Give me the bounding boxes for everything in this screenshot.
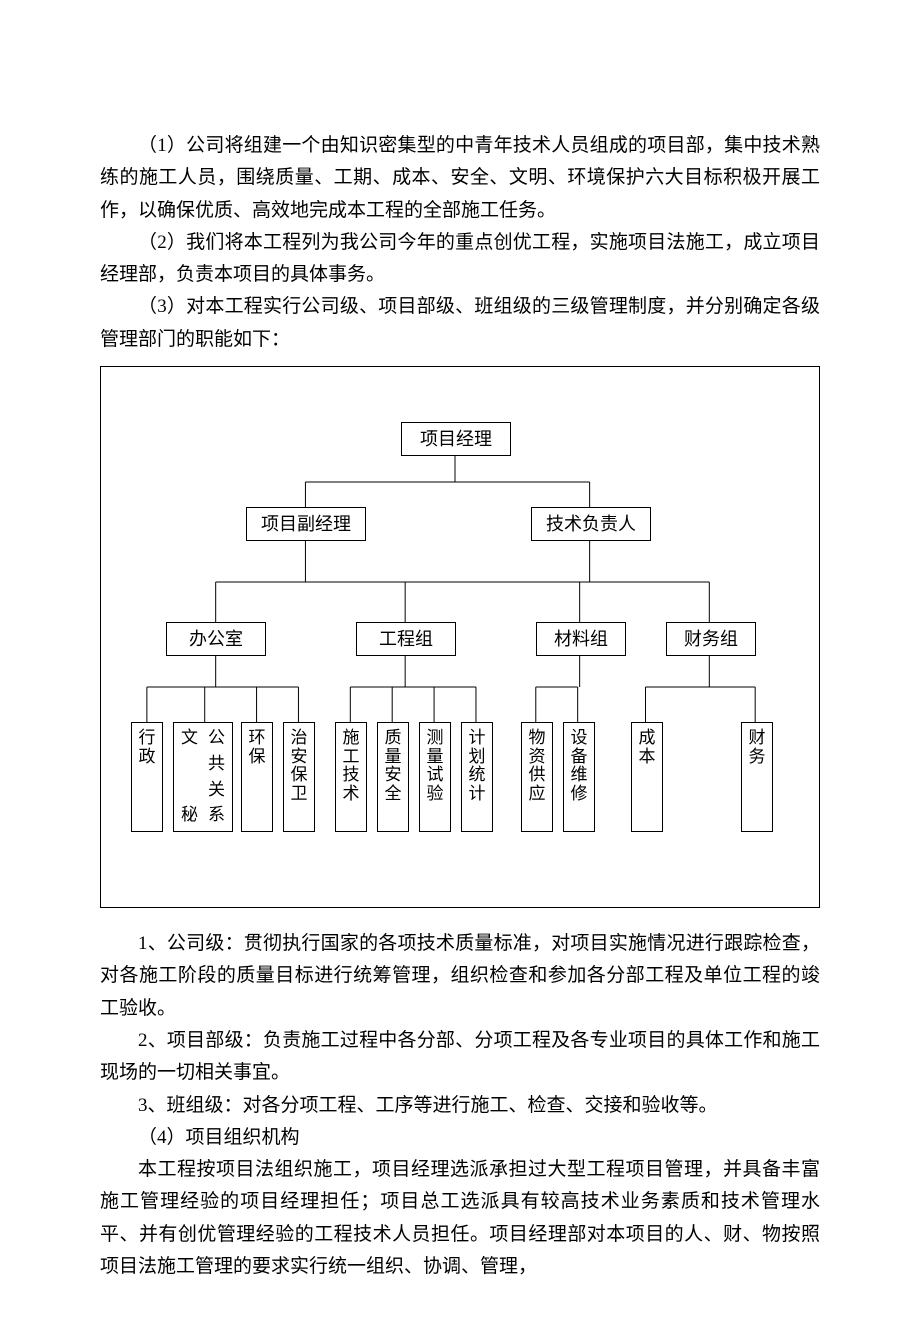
node-label: 材料组 — [554, 624, 608, 655]
paragraph-5: 2、项目部级：负责施工过程中各分部、分项工程及各专业项目的具体工作和施工现场的一… — [100, 1025, 820, 1090]
leaf-construction-tech: 施工技术 — [335, 722, 367, 832]
node-label: 项目副经理 — [261, 509, 351, 540]
node-label: 财务组 — [684, 624, 738, 655]
leaf-security: 治安保卫 — [283, 722, 315, 832]
node-label: 工程组 — [379, 624, 433, 655]
paragraph-3: （3）对本工程实行公司级、项目部级、班组级的三级管理制度，并分别确定各级管理部门… — [100, 291, 820, 356]
leaf-plan-stats: 计划统计 — [461, 722, 493, 832]
leaf-admin: 行政 — [131, 722, 163, 832]
node-group-finance: 财务组 — [666, 622, 756, 656]
node-tech: 技术负责人 — [531, 507, 651, 541]
paragraph-6: 3、班组级：对各分项工程、工序等进行施工、检查、交接和验收等。 — [100, 1090, 820, 1122]
leaf-finance: 财务 — [741, 722, 773, 832]
document-page: （1）公司将组建一个由知识密集型的中青年技术人员组成的项目部，集中技术熟练的施工… — [0, 0, 920, 1323]
node-group-materials: 材料组 — [536, 622, 626, 656]
node-root: 项目经理 — [401, 422, 511, 456]
paragraph-1: （1）公司将组建一个由知识密集型的中青年技术人员组成的项目部，集中技术熟练的施工… — [100, 130, 820, 227]
leaf-survey-test: 测量试验 — [419, 722, 451, 832]
leaf-materials-supply: 物资供应 — [521, 722, 553, 832]
leaf-cost: 成本 — [631, 722, 663, 832]
leaf-secretary: 文秘 公共关系 — [173, 722, 233, 832]
paragraph-4: 1、公司级：贯彻执行国家的各项技术质量标准，对项目实施情况进行跟踪检查，对各施工… — [100, 928, 820, 1025]
leaf-quality-safety: 质量安全 — [377, 722, 409, 832]
paragraph-2: （2）我们将本工程列为我公司今年的重点创优工程，实施项目法施工，成立项目经理部，… — [100, 227, 820, 292]
node-label: 技术负责人 — [546, 509, 636, 540]
paragraph-7: （4）项目组织机构 — [100, 1122, 820, 1154]
node-label: 项目经理 — [420, 424, 492, 455]
org-chart-frame: 项目经理 项目副经理 技术负责人 办公室 工程组 材料组 财务组 行政 文秘 公… — [100, 366, 820, 908]
node-deputy: 项目副经理 — [246, 507, 366, 541]
leaf-env: 环保 — [241, 722, 273, 832]
paragraph-8: 本工程按项目法组织施工，项目经理选派承担过大型工程项目管理，并具备丰富施工管理经… — [100, 1154, 820, 1283]
leaf-equipment-maint: 设备维修 — [563, 722, 595, 832]
node-group-office: 办公室 — [166, 622, 266, 656]
node-group-engineering: 工程组 — [356, 622, 456, 656]
node-label: 办公室 — [189, 624, 243, 655]
